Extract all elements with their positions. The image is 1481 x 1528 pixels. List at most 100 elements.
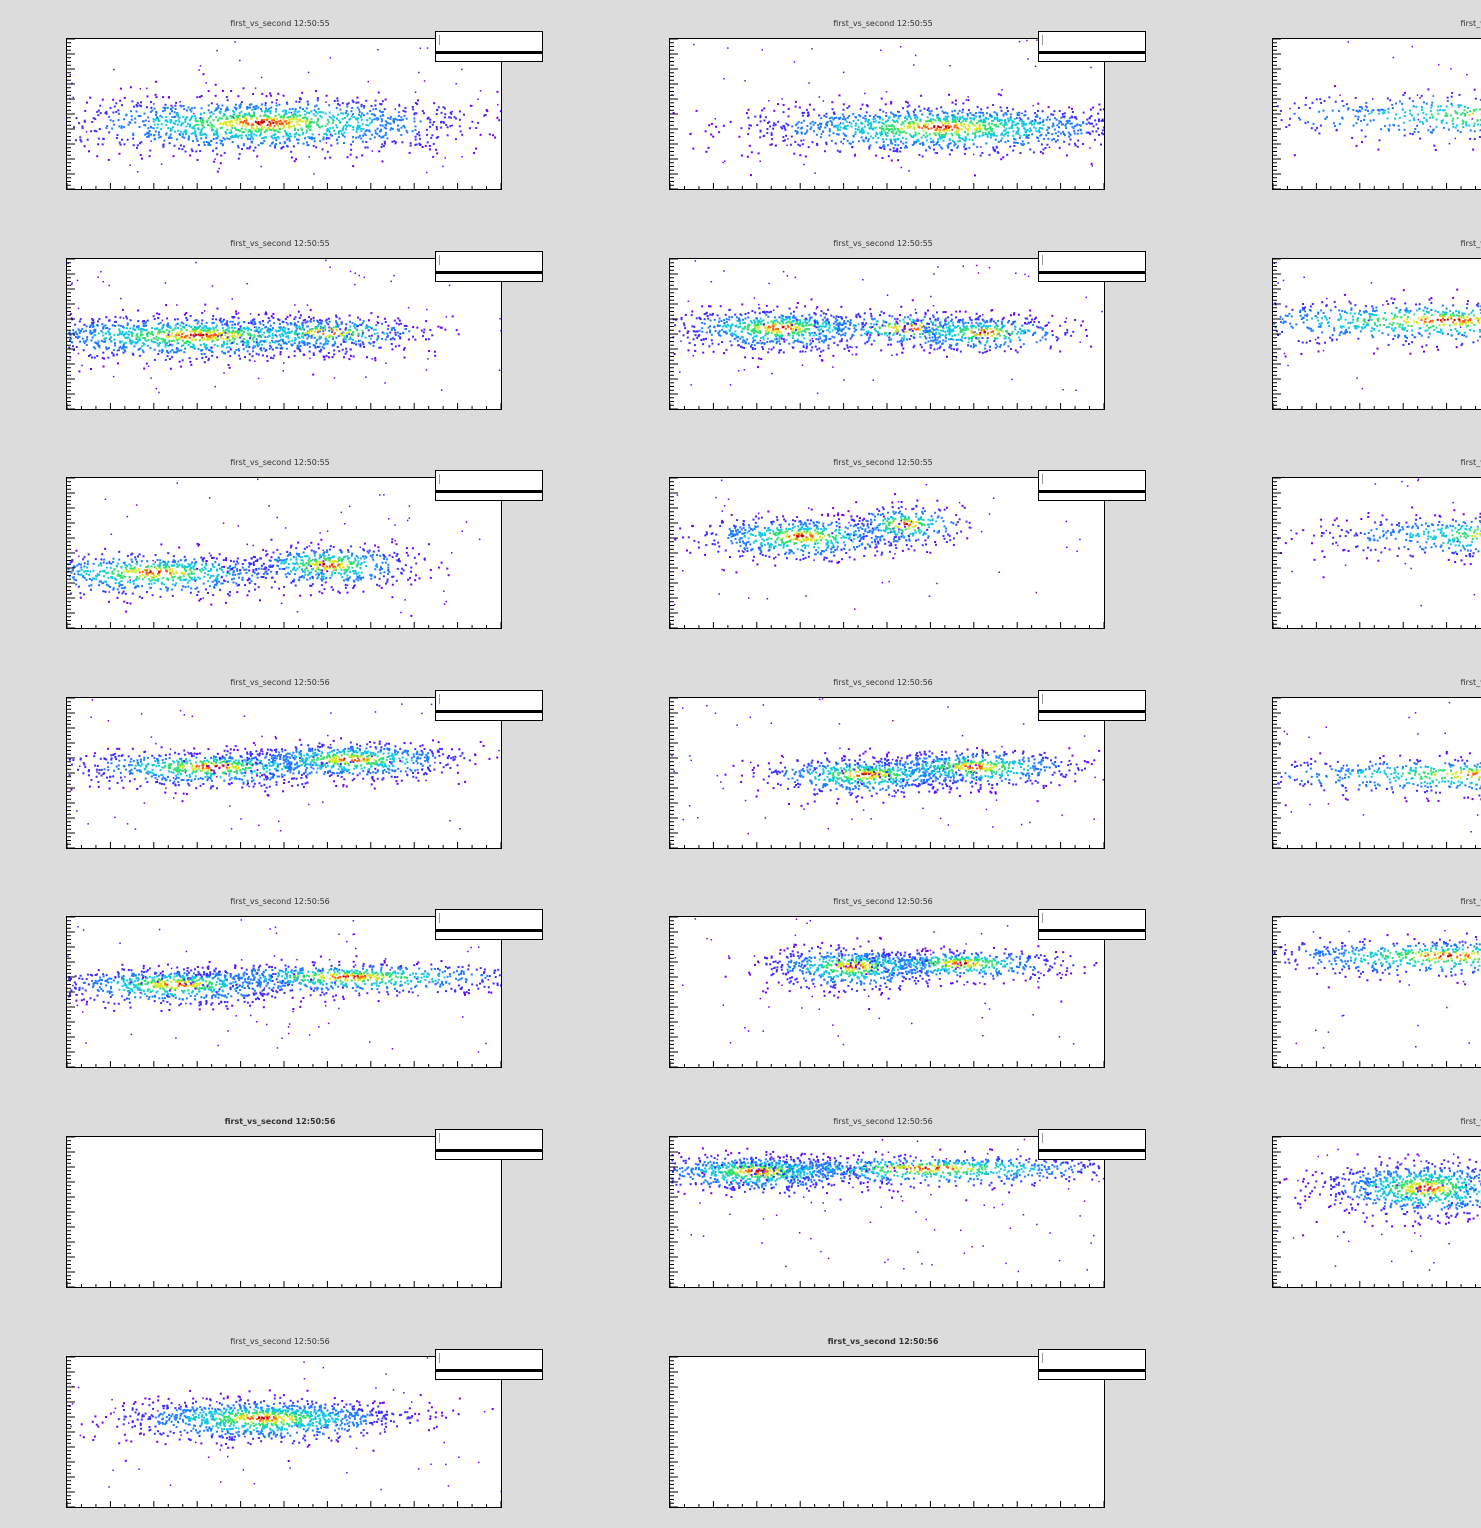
- heatmap-cell: [275, 335, 278, 338]
- heatmap-cell: [102, 351, 105, 354]
- heatmap-cell: [943, 135, 946, 138]
- heatmap-cell: [152, 333, 155, 336]
- heatmap-cell: [1450, 68, 1452, 70]
- heatmap-cell: [194, 119, 197, 122]
- heatmap-cell: [993, 148, 996, 151]
- heatmap-cell: [150, 101, 152, 103]
- heatmap-cell: [376, 133, 379, 136]
- heatmap-cell: [274, 136, 276, 139]
- heatmap-cell: [293, 110, 296, 113]
- heatmap-cell: [295, 117, 298, 120]
- heatmap-cell: [943, 118, 946, 121]
- heatmap-cell: [285, 132, 288, 135]
- heatmap-cell: [854, 153, 856, 156]
- heatmap-cell: [195, 120, 198, 123]
- heatmap-cell: [939, 146, 942, 149]
- heatmap-cell: [381, 337, 384, 340]
- heatmap-cell: [1383, 111, 1386, 114]
- heatmap-cell: [342, 125, 345, 128]
- heatmap-cell: [336, 323, 339, 326]
- heatmap-cell: [773, 122, 776, 125]
- heatmap-cell: [878, 126, 881, 129]
- heatmap-cell: [194, 328, 197, 331]
- heatmap-cell: [245, 121, 248, 124]
- heatmap-cell: [382, 145, 385, 147]
- heatmap-cell: [210, 139, 213, 142]
- heatmap-cell: [231, 323, 234, 326]
- heatmap-cell: [992, 148, 995, 151]
- heatmap-cell: [104, 324, 107, 327]
- heatmap-cell: [295, 132, 298, 134]
- heatmap-cell: [330, 133, 332, 136]
- heatmap-cell: [1024, 110, 1027, 113]
- heatmap-cell: [333, 129, 335, 132]
- heatmap-cell: [897, 159, 900, 162]
- heatmap-cell: [180, 122, 183, 125]
- heatmap-cell: [337, 132, 340, 135]
- heatmap-cell: [1461, 112, 1464, 115]
- heatmap-cell: [907, 115, 910, 118]
- heatmap-cell: [358, 274, 360, 277]
- heatmap-cell: [936, 152, 939, 154]
- heatmap-cell: [879, 134, 882, 137]
- heatmap-cell: [262, 323, 265, 326]
- heatmap-cell: [801, 112, 804, 114]
- heatmap-cell: [1068, 120, 1071, 122]
- heatmap-cell: [293, 322, 296, 325]
- heatmap-cell: [160, 337, 163, 340]
- heatmap-cell: [335, 314, 337, 317]
- heatmap-cell: [293, 145, 295, 148]
- heatmap-cell: [357, 339, 360, 342]
- heatmap-cell: [943, 128, 946, 131]
- heatmap-cell: [183, 325, 186, 328]
- heatmap-cell: [1451, 92, 1454, 94]
- heatmap-cell: [1037, 130, 1040, 133]
- heatmap-cell: [273, 322, 276, 325]
- heatmap-cell: [156, 342, 159, 345]
- heatmap-cell: [979, 154, 982, 157]
- heatmap-cell: [793, 61, 796, 63]
- heatmap-cell: [172, 116, 175, 119]
- heatmap-cell: [967, 128, 970, 131]
- heatmap-cell: [741, 154, 743, 157]
- heatmap-cell: [407, 306, 410, 309]
- heatmap-cell: [866, 105, 869, 108]
- heatmap-cell: [215, 318, 218, 321]
- heatmap-cell: [282, 127, 285, 130]
- heatmap-cell: [226, 117, 229, 120]
- heatmap-cell: [918, 132, 921, 135]
- heatmap-cell: [376, 338, 379, 341]
- heatmap-cell: [380, 136, 383, 139]
- heatmap-cell: [194, 326, 196, 328]
- heatmap-cell: [328, 329, 331, 332]
- heatmap-cell: [238, 112, 241, 115]
- heatmap-cell: [1007, 134, 1010, 137]
- heatmap-cell: [783, 127, 786, 129]
- heatmap-cell: [76, 337, 79, 339]
- heatmap-cell: [150, 377, 152, 379]
- heatmap-cell: [251, 319, 254, 322]
- heatmap-cell: [343, 356, 345, 359]
- heatmap-cell: [201, 117, 204, 120]
- heatmap-cell: [137, 339, 140, 342]
- heatmap-cell: [250, 140, 253, 143]
- heatmap-cell: [359, 318, 362, 321]
- heatmap-cell: [374, 104, 377, 107]
- heatmap-cell: [264, 109, 267, 112]
- heatmap-cell: [1466, 111, 1469, 114]
- heatmap-cell: [199, 334, 202, 337]
- heatmap-cell: [884, 103, 887, 106]
- heatmap-cell: [140, 333, 143, 336]
- heatmap-cell: [153, 123, 156, 126]
- heatmap-cell: [1091, 165, 1093, 167]
- heatmap-cell: [953, 109, 956, 112]
- heatmap-cell: [160, 351, 163, 354]
- heatmap-cell: [924, 126, 927, 129]
- heatmap-cell: [101, 331, 104, 334]
- heatmap-cell: [1088, 116, 1091, 119]
- heatmap-cell: [209, 332, 212, 334]
- heatmap-cell: [429, 121, 432, 124]
- heatmap-cell: [1422, 122, 1425, 125]
- heatmap-cell: [967, 109, 970, 112]
- heatmap-cell: [195, 319, 198, 322]
